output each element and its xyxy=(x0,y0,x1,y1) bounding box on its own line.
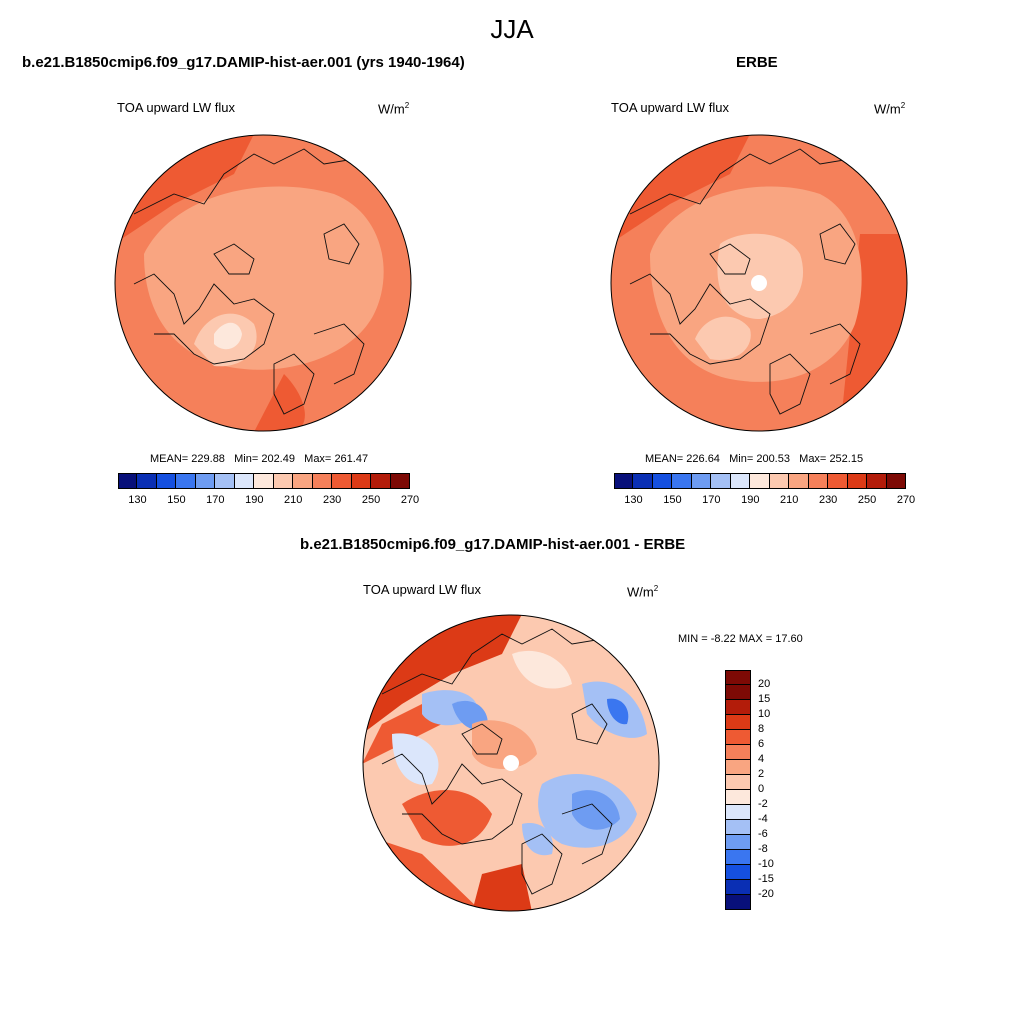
colorbar-swatch xyxy=(137,473,157,489)
colorbar-tick-label: 210 xyxy=(780,494,799,506)
colorbar-swatch xyxy=(867,473,887,489)
colorbar-swatch xyxy=(725,850,751,865)
colorbar-tick-label: 230 xyxy=(322,494,342,506)
colorbar-tick-label: 150 xyxy=(663,494,682,506)
colorbar-swatch xyxy=(750,473,770,489)
diff-colorbar-labels: 20 15 10 8 6 4 2 0 -2 -4 -6 -8 -10 -15 -20 xyxy=(758,670,798,910)
colorbar-tick-label: 170 xyxy=(702,494,721,506)
colorbar-tick-label: 270 xyxy=(400,494,420,506)
colorbar-swatch xyxy=(730,473,751,489)
colorbar-swatch xyxy=(725,880,751,895)
colorbar-swatch xyxy=(118,473,138,489)
obs-field-name: TOA upward LW flux xyxy=(611,100,730,115)
diff-colorbar xyxy=(725,670,751,910)
colorbar-swatch xyxy=(293,473,313,489)
colorbar-tick-label: 210 xyxy=(284,494,303,506)
obs-colorbar-labels: 130 150 170 190 210 230 250 270 xyxy=(614,494,915,508)
colorbar-tick-label: -15 xyxy=(758,873,774,885)
colorbar-swatch xyxy=(725,715,751,730)
model-panel-title: b.e21.B1850cmip6.f09_g17.DAMIP-hist-aer.… xyxy=(22,54,465,71)
colorbar-swatch xyxy=(371,473,391,489)
colorbar-tick-label: 0 xyxy=(758,783,765,795)
colorbar-tick-label: 8 xyxy=(758,723,765,735)
colorbar-tick-label: 230 xyxy=(818,494,838,506)
colorbar-swatch xyxy=(828,473,848,489)
colorbar-tick-label: -4 xyxy=(758,813,768,825)
colorbar-tick-label: -2 xyxy=(758,798,768,810)
colorbar-swatch xyxy=(725,775,751,790)
colorbar-swatch xyxy=(725,730,751,745)
colorbar-swatch xyxy=(725,895,751,910)
colorbar-tick-label: 4 xyxy=(758,753,765,765)
colorbar-swatch xyxy=(847,473,868,489)
diff-panel-title: b.e21.B1850cmip6.f09_g17.DAMIP-hist-aer.… xyxy=(300,536,686,553)
colorbar-swatch xyxy=(769,473,790,489)
obs-units: W/m2 xyxy=(874,101,906,117)
colorbar-swatch xyxy=(725,835,751,850)
colorbar-swatch xyxy=(808,473,829,489)
colorbar-swatch xyxy=(672,473,692,489)
colorbar-swatch xyxy=(725,790,751,805)
model-polar-map xyxy=(114,134,412,432)
obs-stats: MEAN= 226.64 Min= 200.53 Max= 252.15 xyxy=(645,453,864,465)
model-colorbar-labels: 130 150 170 190 210 230 250 270 xyxy=(118,494,419,508)
colorbar-swatch xyxy=(273,473,294,489)
colorbar-tick-label: -8 xyxy=(758,843,768,855)
colorbar-tick-label: 10 xyxy=(758,708,771,720)
colorbar-tick-label: -6 xyxy=(758,828,768,840)
colorbar-swatch xyxy=(312,473,333,489)
figure-title: JJA xyxy=(490,14,534,44)
colorbar-swatch xyxy=(254,473,274,489)
colorbar-swatch xyxy=(234,473,255,489)
colorbar-swatch xyxy=(156,473,177,489)
diff-stats: MIN = -8.22 MAX = 17.60 xyxy=(678,633,803,645)
colorbar-swatch xyxy=(351,473,372,489)
colorbar-swatch xyxy=(789,473,809,489)
colorbar-swatch xyxy=(332,473,352,489)
colorbar-tick-label: 190 xyxy=(741,494,760,506)
diff-units: W/m2 xyxy=(627,584,659,600)
colorbar-swatch xyxy=(614,473,634,489)
colorbar-swatch xyxy=(725,865,751,880)
colorbar-swatch xyxy=(390,473,410,489)
colorbar-swatch xyxy=(215,473,235,489)
colorbar-swatch xyxy=(725,805,751,820)
colorbar-swatch xyxy=(725,760,751,775)
diff-polar-map xyxy=(362,614,660,912)
colorbar-swatch xyxy=(725,745,751,760)
colorbar-tick-label: 20 xyxy=(758,678,771,690)
colorbar-tick-label: -10 xyxy=(758,858,774,870)
colorbar-tick-label: 270 xyxy=(896,494,916,506)
colorbar-swatch xyxy=(195,473,216,489)
colorbar-tick-label: 190 xyxy=(245,494,264,506)
colorbar-swatch xyxy=(725,670,751,685)
colorbar-tick-label: 2 xyxy=(758,768,765,780)
colorbar-tick-label: 250 xyxy=(857,494,877,506)
diff-field-name: TOA upward LW flux xyxy=(363,582,482,597)
colorbar-tick-label: 170 xyxy=(206,494,225,506)
colorbar-swatch xyxy=(652,473,673,489)
colorbar-swatch xyxy=(725,700,751,715)
colorbar-swatch xyxy=(725,820,751,835)
colorbar-tick-label: 130 xyxy=(128,494,147,506)
model-field-name: TOA upward LW flux xyxy=(117,100,236,115)
colorbar-tick-label: -20 xyxy=(758,888,774,900)
colorbar-tick-label: 250 xyxy=(361,494,381,506)
colorbar-swatch xyxy=(886,473,906,489)
colorbar-tick-label: 130 xyxy=(624,494,643,506)
model-colorbar xyxy=(118,473,410,489)
colorbar-swatch xyxy=(176,473,196,489)
colorbar-swatch xyxy=(691,473,712,489)
colorbar-tick-label: 15 xyxy=(758,693,771,705)
colorbar-tick-label: 150 xyxy=(167,494,186,506)
colorbar-swatch xyxy=(725,685,751,700)
model-units: W/m2 xyxy=(378,101,410,117)
model-stats: MEAN= 229.88 Min= 202.49 Max= 261.47 xyxy=(150,453,369,465)
colorbar-swatch xyxy=(633,473,653,489)
obs-polar-map xyxy=(610,134,908,432)
obs-panel-title: ERBE xyxy=(736,54,778,71)
colorbar-swatch xyxy=(711,473,731,489)
colorbar-tick-label: 6 xyxy=(758,738,765,750)
obs-colorbar xyxy=(614,473,906,489)
